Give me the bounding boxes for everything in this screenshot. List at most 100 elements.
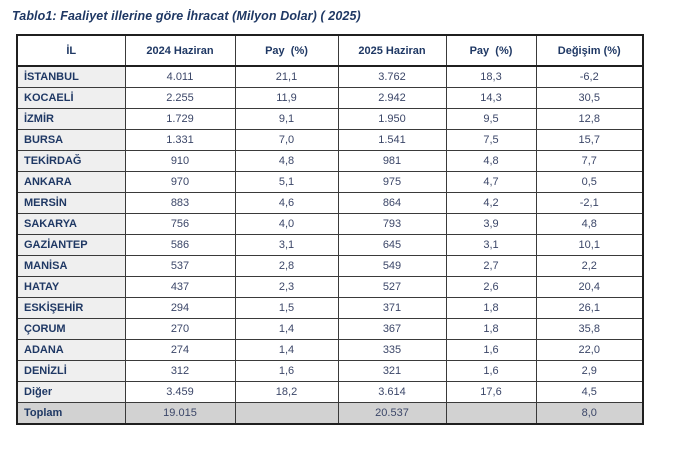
il-cell: MANİSA	[16, 255, 126, 277]
table-row: SAKARYA 756 4,0 793 3,9 4,8	[16, 213, 644, 235]
col-header-pay-2025: Pay (%)	[445, 34, 537, 67]
value-cell: 3.614	[337, 381, 447, 403]
value-cell: 22,0	[535, 339, 644, 361]
export-by-province-table: İL 2024 Haziran Pay (%) 2025 Haziran Pay…	[16, 34, 644, 425]
il-cell: GAZİANTEP	[16, 234, 126, 256]
value-cell: 3.762	[337, 65, 447, 88]
value-cell: 17,6	[445, 381, 537, 403]
value-cell: 2.942	[337, 87, 447, 109]
value-cell: 3,1	[445, 234, 537, 256]
value-cell: 586	[124, 234, 236, 256]
il-cell: Diğer	[16, 381, 126, 403]
table-row: ADANA 274 1,4 335 1,6 22,0	[16, 339, 644, 361]
value-cell: 9,1	[234, 108, 339, 130]
table-row: KOCAELİ 2.255 11,9 2.942 14,3 30,5	[16, 87, 644, 109]
total-value-2025: 20.537	[337, 402, 447, 425]
table-row: MANİSA 537 2,8 549 2,7 2,2	[16, 255, 644, 277]
value-cell: 2,8	[234, 255, 339, 277]
value-cell: 7,7	[535, 150, 644, 172]
table-row: DENİZLİ 312 1,6 321 1,6 2,9	[16, 360, 644, 382]
value-cell: 1,5	[234, 297, 339, 319]
value-cell: 14,3	[445, 87, 537, 109]
table-row: ANKARA 970 5,1 975 4,7 0,5	[16, 171, 644, 193]
value-cell: 793	[337, 213, 447, 235]
il-cell: SAKARYA	[16, 213, 126, 235]
value-cell: 4,7	[445, 171, 537, 193]
total-pay-2024	[234, 402, 339, 425]
il-cell: BURSA	[16, 129, 126, 151]
value-cell: 910	[124, 150, 236, 172]
value-cell: -6,2	[535, 65, 644, 88]
value-cell: 756	[124, 213, 236, 235]
value-cell: 367	[337, 318, 447, 340]
col-header-2024-haziran: 2024 Haziran	[124, 34, 236, 67]
table-row: ÇORUM 270 1,4 367 1,8 35,8	[16, 318, 644, 340]
table-row: BURSA 1.331 7,0 1.541 7,5 15,7	[16, 129, 644, 151]
value-cell: 11,9	[234, 87, 339, 109]
il-cell: ADANA	[16, 339, 126, 361]
value-cell: 4.011	[124, 65, 236, 88]
il-cell: KOCAELİ	[16, 87, 126, 109]
total-degisim: 8,0	[535, 402, 644, 425]
total-pay-2025	[445, 402, 537, 425]
value-cell: 1,6	[445, 360, 537, 382]
total-row: Toplam 19.015 20.537 8,0	[16, 402, 644, 425]
value-cell: 1,8	[445, 318, 537, 340]
il-cell: ESKİŞEHİR	[16, 297, 126, 319]
table-body: İSTANBUL 4.011 21,1 3.762 18,3 -6,2 KOCAELİ 2.2…	[16, 65, 644, 403]
value-cell: 1,4	[234, 318, 339, 340]
value-cell: 4,8	[535, 213, 644, 235]
value-cell: 294	[124, 297, 236, 319]
value-cell: 35,8	[535, 318, 644, 340]
value-cell: 4,8	[445, 150, 537, 172]
value-cell: 15,7	[535, 129, 644, 151]
value-cell: 970	[124, 171, 236, 193]
value-cell: -2,1	[535, 192, 644, 214]
page-title: Tablo1: Faaliyet illerine göre İhracat (…	[12, 9, 361, 23]
value-cell: 975	[337, 171, 447, 193]
value-cell: 2,9	[535, 360, 644, 382]
table-row: İSTANBUL 4.011 21,1 3.762 18,3 -6,2	[16, 65, 644, 88]
value-cell: 30,5	[535, 87, 644, 109]
col-header-degisim: Değişim (%)	[535, 34, 644, 67]
value-cell: 3,1	[234, 234, 339, 256]
value-cell: 270	[124, 318, 236, 340]
value-cell: 1.729	[124, 108, 236, 130]
value-cell: 2,6	[445, 276, 537, 298]
col-header-il: İL	[16, 34, 126, 67]
total-value-2024: 19.015	[124, 402, 236, 425]
value-cell: 26,1	[535, 297, 644, 319]
value-cell: 1.950	[337, 108, 447, 130]
value-cell: 1,6	[234, 360, 339, 382]
value-cell: 20,4	[535, 276, 644, 298]
value-cell: 4,0	[234, 213, 339, 235]
value-cell: 21,1	[234, 65, 339, 88]
il-cell: HATAY	[16, 276, 126, 298]
value-cell: 2,3	[234, 276, 339, 298]
il-cell: MERSİN	[16, 192, 126, 214]
value-cell: 2.255	[124, 87, 236, 109]
value-cell: 3.459	[124, 381, 236, 403]
value-cell: 18,3	[445, 65, 537, 88]
table-row: Diğer 3.459 18,2 3.614 17,6 4,5	[16, 381, 644, 403]
value-cell: 537	[124, 255, 236, 277]
il-cell: ANKARA	[16, 171, 126, 193]
value-cell: 1,8	[445, 297, 537, 319]
value-cell: 4,6	[234, 192, 339, 214]
value-cell: 274	[124, 339, 236, 361]
value-cell: 321	[337, 360, 447, 382]
value-cell: 883	[124, 192, 236, 214]
value-cell: 2,2	[535, 255, 644, 277]
value-cell: 1,6	[445, 339, 537, 361]
table-row: İZMİR 1.729 9,1 1.950 9,5 12,8	[16, 108, 644, 130]
value-cell: 1.541	[337, 129, 447, 151]
il-cell: ÇORUM	[16, 318, 126, 340]
table-row: TEKİRDAĞ 910 4,8 981 4,8 7,7	[16, 150, 644, 172]
table-row: ESKİŞEHİR 294 1,5 371 1,8 26,1	[16, 297, 644, 319]
value-cell: 371	[337, 297, 447, 319]
value-cell: 10,1	[535, 234, 644, 256]
value-cell: 335	[337, 339, 447, 361]
il-cell: TEKİRDAĞ	[16, 150, 126, 172]
table-row: MERSİN 883 4,6 864 4,2 -2,1	[16, 192, 644, 214]
